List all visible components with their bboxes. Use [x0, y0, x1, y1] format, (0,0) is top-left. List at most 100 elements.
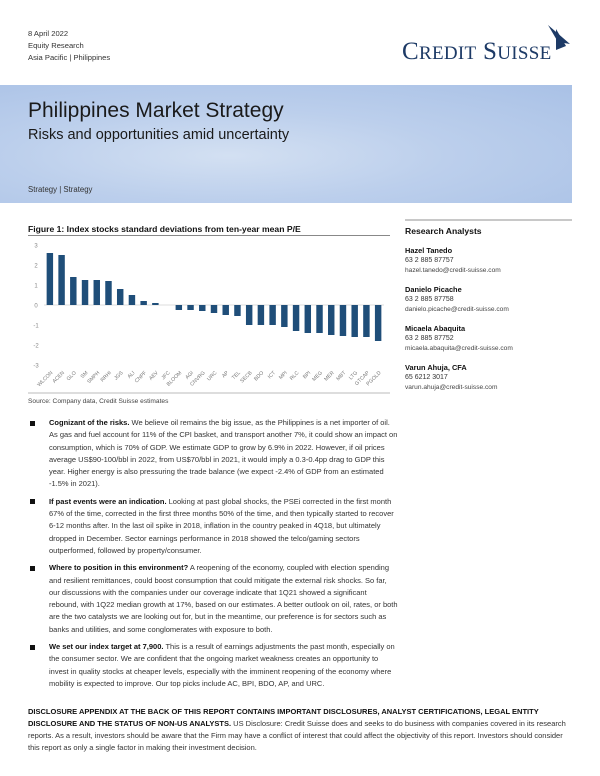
x-tick-label: RLC — [289, 370, 301, 382]
title-banner — [0, 85, 572, 203]
figure-source: Source: Company data, Credit Suisse esti… — [28, 398, 169, 405]
y-tick-label: 3 — [34, 244, 38, 250]
bar-ali — [128, 295, 136, 305]
analyst-name: Micaela Abaquita — [405, 324, 466, 333]
bar-wlcon — [46, 253, 54, 305]
x-tick-label: MER — [323, 370, 336, 383]
bar-ap — [222, 305, 229, 315]
bar-bpi — [304, 305, 312, 333]
report-region: Asia Pacific | Philippines — [28, 53, 111, 62]
bullet-item: Cognizant of the risks. We believe oil r… — [28, 417, 398, 491]
bullet-square-icon — [30, 565, 35, 571]
bar-mpi — [281, 305, 288, 327]
bar-ltg — [351, 305, 358, 337]
bar-cnpf — [140, 301, 147, 305]
x-tick-label: AEV — [148, 370, 160, 382]
bar-mer — [328, 305, 335, 335]
analyst: Micaela Abaquita 63 2 885 87752 micaela.ab… — [405, 324, 572, 354]
disclosure: DISCLOSURE APPENDIX AT THE BACK OF THIS … — [28, 706, 574, 754]
x-tick-label: MBT — [335, 370, 348, 383]
bar-glo — [70, 277, 77, 305]
y-tick-label: 0 — [34, 304, 38, 310]
bar-secb — [245, 305, 253, 325]
bar-bdo — [257, 305, 265, 325]
bar-sm — [81, 280, 89, 305]
disclosure-lead: DISCLOSURE APPENDIX AT THE BACK OF THIS … — [28, 707, 539, 728]
analyst-email[interactable]: micaela.abaquita@credit-suisse.com — [405, 345, 513, 352]
analyst-phone: 63 2 885 87752 — [405, 335, 454, 342]
y-tick-label: -1 — [33, 324, 39, 330]
analyst-email[interactable]: hazel.tanedo@credit-suisse.com — [405, 267, 501, 274]
bar-mbt — [339, 305, 347, 336]
page-subtitle: Risks and opportunities amid uncertainty — [28, 127, 290, 143]
x-tick-label: ACEN — [52, 370, 67, 385]
x-tick-label: JGS — [113, 370, 125, 382]
bar-urc — [210, 305, 218, 313]
x-tick-label: AP — [221, 370, 231, 380]
x-tick-label: JFC — [161, 370, 172, 381]
bar-ict — [269, 305, 276, 325]
analyst-phone: 63 2 885 87757 — [405, 257, 454, 264]
analysts-divider — [405, 219, 572, 221]
bar-jgs — [116, 289, 124, 305]
analyst-phone: 63 2 885 87758 — [405, 296, 454, 303]
x-tick-label: SMPH — [86, 370, 101, 385]
figure-divider — [28, 235, 390, 236]
bar-bloom — [175, 305, 183, 310]
sails-icon — [548, 25, 570, 50]
report-meta: 8 April 2022 Equity Research Asia Pacifi… — [28, 28, 110, 64]
bar-gtcap — [363, 305, 370, 337]
bullet-text: This is a result of earnings adjustments… — [49, 642, 395, 688]
figure-title: Figure 1: Index stocks standard deviatio… — [28, 224, 301, 234]
logo-wordmark: CREDIT SUISSE — [402, 38, 552, 65]
analyst: Varun Ahuja, CFA 65 6212 3017 varun.ahuja@… — [405, 363, 572, 393]
x-tick-label: URC — [206, 370, 218, 382]
bar-meg — [316, 305, 323, 333]
bullet-text: Looking at past global shocks, the PSEi … — [49, 496, 394, 555]
bullet-square-icon — [30, 420, 35, 426]
report-division: Equity Research — [28, 41, 84, 50]
bullet-text: We believe oil remains the big issue, as… — [49, 418, 398, 489]
analyst-name: Danielo Picache — [405, 285, 462, 294]
bullet-lead: If past events were an indication. — [49, 496, 167, 506]
analyst-name: Hazel Tanedo — [405, 246, 453, 255]
x-tick-label: BPI — [302, 370, 312, 380]
page-title: Philippines Market Strategy — [28, 99, 284, 122]
bar-agi — [187, 305, 194, 310]
bullet-text: A reopening of the economy, coupled with… — [49, 563, 398, 634]
y-tick-label: 1 — [34, 284, 38, 290]
disclosure-text: US Disclosure: Credit Suisse does and se… — [28, 719, 566, 752]
report-category: Strategy | Strategy — [28, 185, 93, 194]
x-tick-label: ALI — [127, 370, 137, 380]
bar-pgold — [374, 305, 382, 341]
x-tick-label: SM — [80, 370, 90, 380]
bar-tel — [234, 305, 241, 316]
x-tick-label: MEG — [311, 370, 324, 383]
x-tick-label: AGI — [184, 370, 195, 381]
bar-cnvrg — [199, 305, 206, 311]
x-tick-label: CNPF — [134, 370, 148, 384]
analyst-name: Varun Ahuja, CFA — [405, 363, 467, 372]
bar-smph — [93, 280, 100, 305]
x-tick-label: LTG — [348, 370, 359, 381]
bar-aev — [152, 303, 159, 305]
research-analysts: Research Analysts Hazel Tanedo 63 2 885 8… — [405, 219, 572, 402]
analyst-phone: 65 6212 3017 — [405, 374, 448, 381]
analyst: Danielo Picache 63 2 885 87758 danielo.pic… — [405, 285, 572, 315]
bullet-square-icon — [30, 644, 35, 650]
analyst: Hazel Tanedo 63 2 885 87757 hazel.tanedo@c… — [405, 246, 572, 276]
x-tick-label: TEL — [231, 370, 242, 381]
bullet-lead: Where to position in this environment? — [49, 563, 189, 573]
key-points: Cognizant of the risks. We believe oil r… — [28, 417, 398, 695]
x-tick-label: GLO — [66, 370, 78, 382]
bullet-lead: We set our index target at 7,900. — [49, 642, 164, 652]
bullet-square-icon — [30, 499, 35, 505]
credit-suisse-logo: CREDIT SUISSE — [402, 24, 572, 68]
x-tick-label: RRHI — [100, 370, 113, 383]
analysts-heading: Research Analysts — [405, 226, 482, 236]
analyst-email[interactable]: danielo.picache@credit-suisse.com — [405, 306, 509, 313]
report-date: 8 April 2022 — [28, 29, 69, 38]
bullet-item: We set our index target at 7,900. This i… — [28, 641, 398, 690]
analyst-email[interactable]: varun.ahuja@credit-suisse.com — [405, 384, 498, 391]
